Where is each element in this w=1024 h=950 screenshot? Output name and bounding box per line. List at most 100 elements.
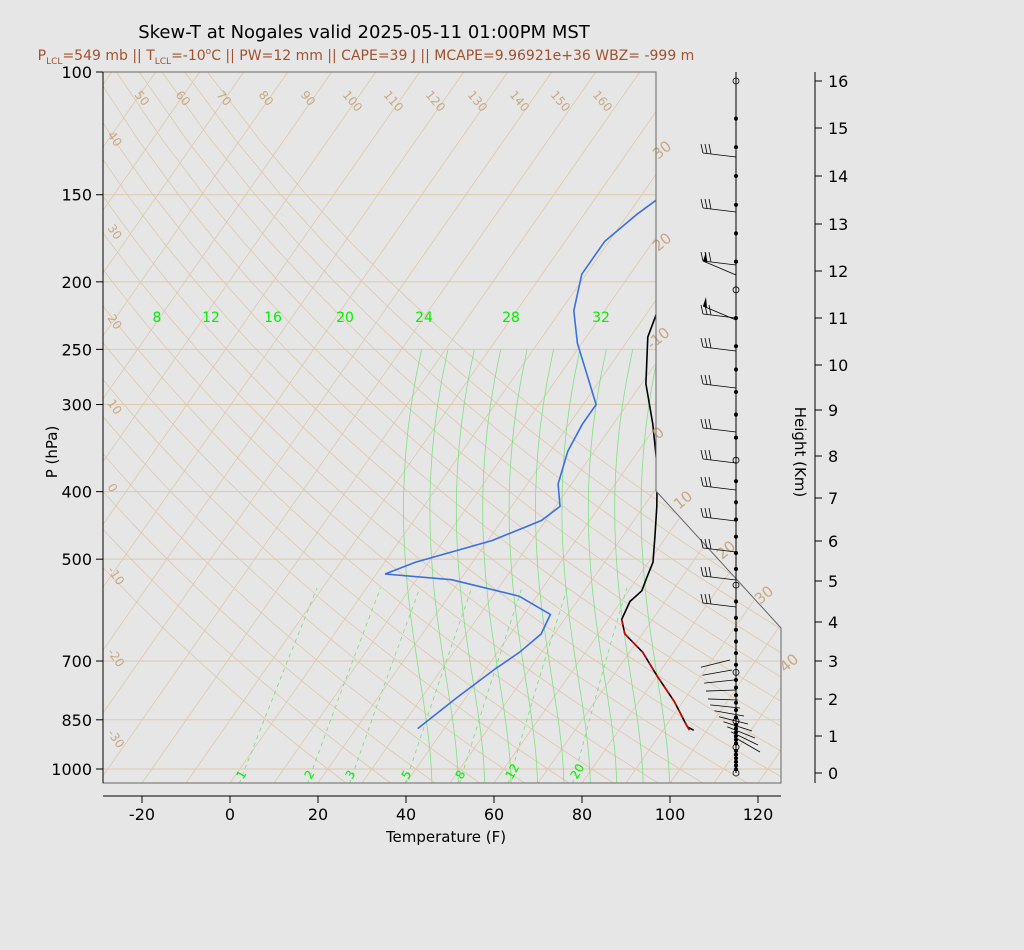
wind-level-dot — [733, 639, 739, 644]
isotherm-line — [103, 72, 465, 783]
wind-level-dot — [733, 435, 739, 440]
wind-barb — [718, 716, 749, 725]
wind-level-dot — [732, 77, 740, 85]
isotherm-line — [141, 72, 641, 783]
dry-adiabat-label: 120 — [423, 88, 448, 115]
wind-barbs — [700, 72, 761, 777]
wind-level-dot — [733, 627, 739, 632]
wind-barb — [727, 726, 756, 739]
wind-level-dot — [733, 693, 739, 698]
isotherm-line — [581, 72, 781, 783]
moist-adiabat-line — [587, 349, 618, 783]
wind-level-dot — [733, 145, 739, 150]
x-tick-label: 100 — [655, 805, 686, 824]
dry-adiabat-line — [103, 72, 437, 783]
isotherm-label: 0 — [105, 481, 121, 495]
height-tick-label: 14 — [828, 167, 848, 186]
wind-level-dot — [733, 202, 739, 207]
mixing-ratio-line — [306, 587, 381, 783]
wind-barb — [710, 704, 741, 709]
isotherm-label: 10 — [105, 397, 125, 418]
wind-barb-feather — [708, 143, 712, 154]
grid-labels: 50 60 70 80 90 100 110 120 130 140 150 160403020100… — [105, 88, 803, 782]
dry-adiabat-line — [103, 72, 781, 783]
dry-adiabat-label: 70 — [214, 88, 235, 109]
x-tick-label: 40 — [396, 805, 416, 824]
isotherm-line — [537, 72, 781, 783]
wind-barb — [702, 207, 737, 213]
wind-barb-feather — [700, 566, 704, 577]
wind-barb — [733, 736, 761, 753]
mixing-ratio-line — [458, 587, 523, 783]
dry-adiabat-line — [103, 72, 781, 783]
isotherm-line — [625, 72, 781, 783]
wind-barb-feather — [700, 304, 704, 315]
x-axis-label: Temperature (F) — [385, 828, 506, 846]
isotherm-line — [273, 72, 773, 783]
x-tick-label: 60 — [484, 805, 504, 824]
y-tick-label: 400 — [61, 483, 92, 502]
dry-adiabat-line — [103, 72, 781, 783]
isotherm-label: 40 — [776, 650, 802, 676]
dry-adiabat-label: 80 — [256, 88, 277, 109]
wind-barb — [702, 458, 737, 464]
wind-barb-feather — [708, 507, 712, 518]
mixing-ratio-label: 5 — [398, 768, 414, 782]
wind-barb-feather — [700, 476, 704, 487]
isotherm-label: -30 — [105, 727, 128, 751]
wind-barb-feather — [704, 476, 708, 487]
isotherm-label: 30 — [649, 137, 675, 163]
wind-barb-feather — [700, 418, 704, 429]
wind-barb-feather — [708, 337, 712, 348]
wind-level-dot — [733, 344, 739, 349]
moist-adiabat-line — [455, 349, 486, 783]
wind-barb — [702, 152, 737, 158]
wind-barb-feather — [700, 593, 704, 604]
height-axis-label: Height (Km) — [791, 407, 809, 498]
wind-level-dot — [733, 389, 739, 395]
dry-adiabat-line — [103, 72, 705, 783]
isotherm-line — [103, 72, 421, 783]
wind-barb — [702, 383, 737, 389]
height-tick-label: 8 — [828, 447, 838, 466]
wind-barb-feather — [700, 251, 704, 262]
isotherm-label: 40 — [105, 129, 125, 150]
wind-barb — [702, 260, 737, 276]
wind-barb-feather — [700, 538, 704, 549]
wind-barb-feather — [700, 337, 704, 348]
height-tick-label: 11 — [828, 309, 848, 328]
mixing-ratio-label: 1 — [233, 768, 249, 782]
isotherm-label: 20 — [649, 229, 675, 255]
y-tick-label: 150 — [61, 186, 92, 205]
dry-adiabat-line — [103, 72, 749, 783]
moist-adiabat-line — [614, 349, 644, 783]
isotherm-label: -10 — [105, 564, 128, 588]
wind-level-dot — [733, 259, 739, 264]
dry-adiabat-label: 140 — [507, 88, 532, 115]
mixing-ratio-label: 8 — [153, 310, 162, 326]
mixing-ratio-label: 12 — [202, 310, 220, 326]
isotherm-line — [493, 72, 781, 783]
mixing-ratio-label: 16 — [264, 310, 282, 326]
height-tick-label: 7 — [828, 489, 838, 508]
mixing-ratio-label: 32 — [592, 310, 610, 326]
wind-barb-feather — [700, 143, 704, 154]
y-axis: 100 150 200 250 300 400 500 700 850 1000 — [51, 63, 104, 783]
mixing-ratio-label: 20 — [336, 310, 354, 326]
wind-barb-feather — [700, 198, 704, 209]
wind-barb — [723, 721, 753, 732]
mixing-ratio-line — [238, 587, 318, 783]
wind-barb — [706, 689, 737, 692]
wind-level-dot — [733, 173, 739, 179]
y-tick-label: 850 — [61, 711, 92, 730]
wind-barb — [702, 669, 733, 676]
wind-barb — [702, 260, 737, 266]
isotherm-label: 30 — [751, 582, 777, 608]
moist-adiabat-line — [403, 349, 433, 783]
wind-barb — [702, 547, 737, 553]
mixing-ratio-label: 2 — [301, 768, 317, 782]
dry-adiabat-label: 130 — [465, 88, 490, 115]
wind-level-dot — [733, 615, 739, 621]
wind-level-dot — [733, 763, 739, 768]
